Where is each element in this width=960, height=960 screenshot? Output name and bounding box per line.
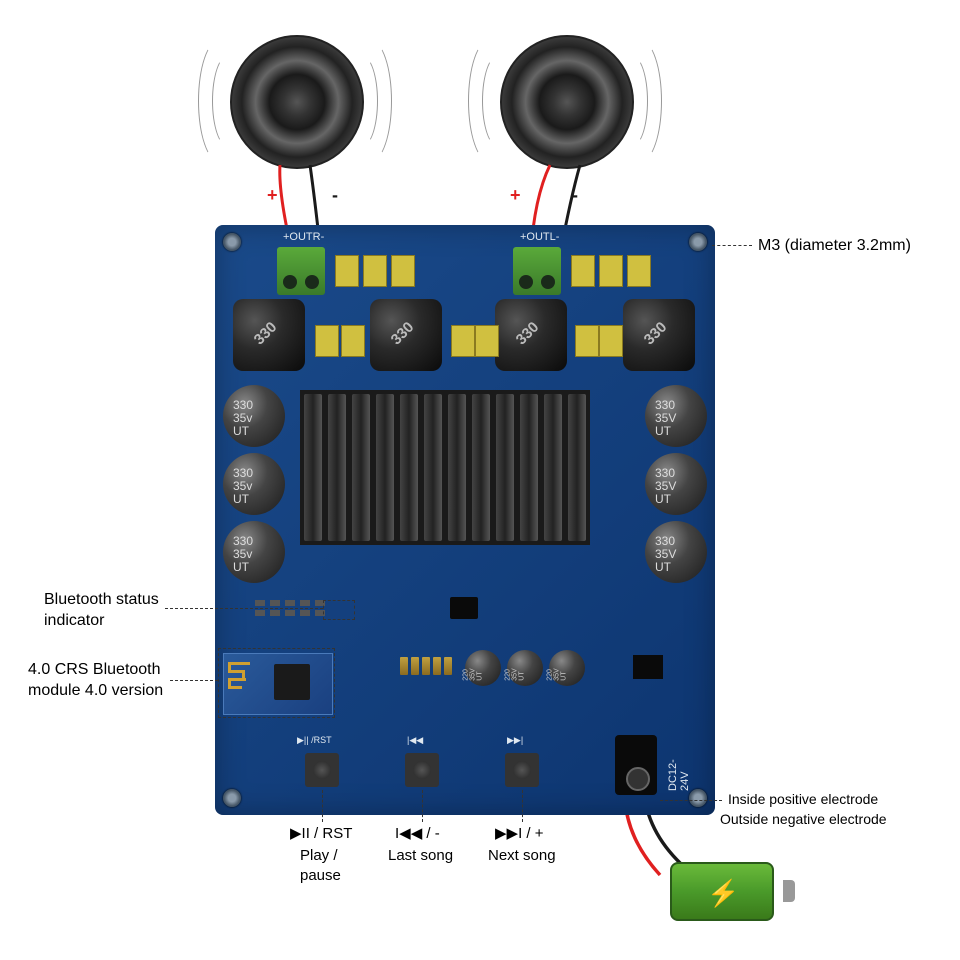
last-sym: I◀◀ / - [395, 824, 440, 844]
speaker-left [230, 35, 360, 165]
screw-hole [689, 233, 707, 251]
capacitor-small: 220 35V UT [465, 650, 501, 686]
film-cap [335, 255, 359, 287]
film-cap [627, 255, 651, 287]
capacitor-small: 220 35V UT [507, 650, 543, 686]
btn1-silk: ▶|| /RST [297, 735, 332, 746]
outside-neg-callout: Outside negative electrode [720, 810, 887, 828]
screw-hole [689, 789, 707, 807]
film-cap [599, 325, 623, 357]
film-cap [451, 325, 475, 357]
plus-mark: + [267, 185, 278, 206]
capacitor-big: 330 35V UT [645, 385, 707, 447]
inductor: 330 [370, 299, 442, 371]
screw-hole [223, 233, 241, 251]
next-button[interactable] [505, 753, 539, 787]
film-cap [599, 255, 623, 287]
dc-label: DC12-24V [667, 743, 691, 791]
next-callout: Next song [488, 846, 556, 866]
leader-line [422, 790, 423, 822]
diode [633, 655, 663, 679]
play-pause-button[interactable] [305, 753, 339, 787]
dc-jack[interactable] [615, 735, 657, 795]
out-r-label: +OUTR- [283, 231, 324, 243]
inductor: 330 [495, 299, 567, 371]
leader-line [660, 800, 722, 801]
bt-module-callout: 4.0 CRS Bluetooth module 4.0 version [28, 660, 163, 702]
heatsink [300, 390, 590, 545]
screw-hole [223, 789, 241, 807]
pin-header [400, 657, 452, 675]
film-cap [391, 255, 415, 287]
out-l-label: +OUTL- [520, 231, 559, 243]
film-cap [341, 325, 365, 357]
film-cap [575, 325, 599, 357]
leader-line [322, 790, 323, 822]
film-cap [571, 255, 595, 287]
leader-line [170, 680, 218, 681]
film-cap [315, 325, 339, 357]
btn3-silk: ▶▶| [507, 735, 523, 746]
capacitor-big: 330 35v UT [223, 385, 285, 447]
film-cap [475, 325, 499, 357]
m3-callout: M3 (diameter 3.2mm) [758, 236, 911, 257]
leader-line [522, 790, 523, 822]
inductor: 330 [233, 299, 305, 371]
prev-button[interactable] [405, 753, 439, 787]
plus-mark-r: + [510, 185, 521, 206]
film-cap [363, 255, 387, 287]
capacitor-big: 330 35V UT [645, 521, 707, 583]
battery-icon: ⚡ [670, 862, 785, 917]
play-callout: Play / pause [300, 846, 341, 885]
inductor: 330 [623, 299, 695, 371]
diagram-canvas: + - + - +OUTR- +OUTL- 330 330 330 33 [0, 0, 960, 960]
ic-chip [450, 597, 478, 619]
bt-module-box [218, 648, 335, 718]
leader-line [165, 608, 323, 609]
next-sym: ▶▶I / + [495, 824, 544, 844]
minus-mark: - [332, 185, 338, 206]
terminal-out-r [277, 247, 325, 295]
bt-status-box [323, 600, 355, 620]
terminal-out-l [513, 247, 561, 295]
speaker-right [500, 35, 630, 165]
leader-line [712, 245, 752, 246]
bt-status-callout: Bluetooth status indicator [44, 590, 159, 632]
minus-mark-r: - [572, 185, 578, 206]
play-sym: ▶II / RST [290, 824, 352, 844]
btn2-silk: |◀◀ [407, 735, 423, 746]
capacitor-small: 220 35V UT [549, 650, 585, 686]
last-callout: Last song [388, 846, 453, 866]
capacitor-big: 330 35V UT [645, 453, 707, 515]
capacitor-big: 330 35v UT [223, 453, 285, 515]
inside-pos-callout: Inside positive electrode [728, 790, 878, 808]
capacitor-big: 330 35v UT [223, 521, 285, 583]
